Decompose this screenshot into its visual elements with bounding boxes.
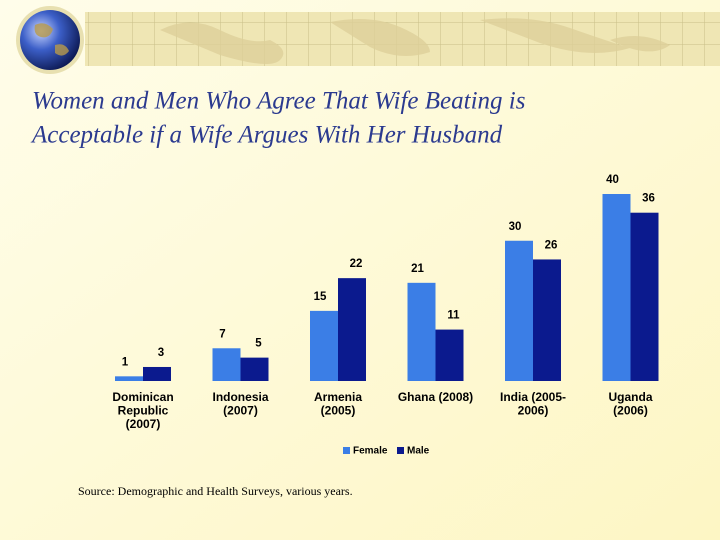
bar: [407, 282, 436, 381]
x-tick-label: Dominican Republic (2007): [112, 390, 173, 431]
data-label: 22: [350, 258, 363, 270]
chart-title: Acceptable if a Wife Argues With Her Hus…: [30, 122, 503, 149]
map-banner: [85, 12, 720, 66]
bar: [240, 357, 269, 381]
bar: [143, 366, 171, 381]
bar: [533, 259, 561, 381]
data-label: 7: [219, 328, 225, 340]
data-label: 3: [158, 347, 164, 359]
source-note: Source: Demographic and Health Surveys, …: [78, 484, 353, 498]
data-label: 26: [545, 239, 558, 251]
globe-land: [34, 23, 69, 56]
bar: [115, 376, 143, 381]
x-tick-label: Uganda (2006): [608, 390, 652, 418]
chart-title: Women and Men Who Agree That Wife Beatin…: [32, 88, 525, 115]
bar: [338, 278, 366, 381]
data-label: 30: [509, 221, 522, 233]
x-tick-label: Armenia (2005): [314, 390, 362, 418]
bar: [630, 212, 659, 381]
bar: [310, 310, 338, 381]
bar: [435, 329, 464, 381]
data-label: 40: [606, 174, 619, 186]
legend-label: Male: [407, 446, 430, 457]
x-tick-label: Indonesia (2007): [212, 390, 268, 418]
legend-label: Female: [353, 446, 388, 457]
bar: [602, 194, 631, 381]
globe: [20, 10, 80, 70]
data-label: 21: [411, 263, 424, 275]
data-label: 11: [447, 310, 460, 322]
x-tick-label: India (2005-2006): [500, 390, 566, 418]
legend-swatch: [343, 447, 350, 454]
x-tick-label: Ghana (2008): [398, 390, 473, 404]
bar: [505, 240, 533, 381]
bar: [212, 348, 241, 381]
data-label: 5: [255, 338, 262, 350]
legend-swatch: [397, 447, 404, 454]
data-label: 36: [642, 193, 655, 205]
data-label: 15: [314, 291, 327, 303]
data-label: 1: [122, 356, 129, 368]
